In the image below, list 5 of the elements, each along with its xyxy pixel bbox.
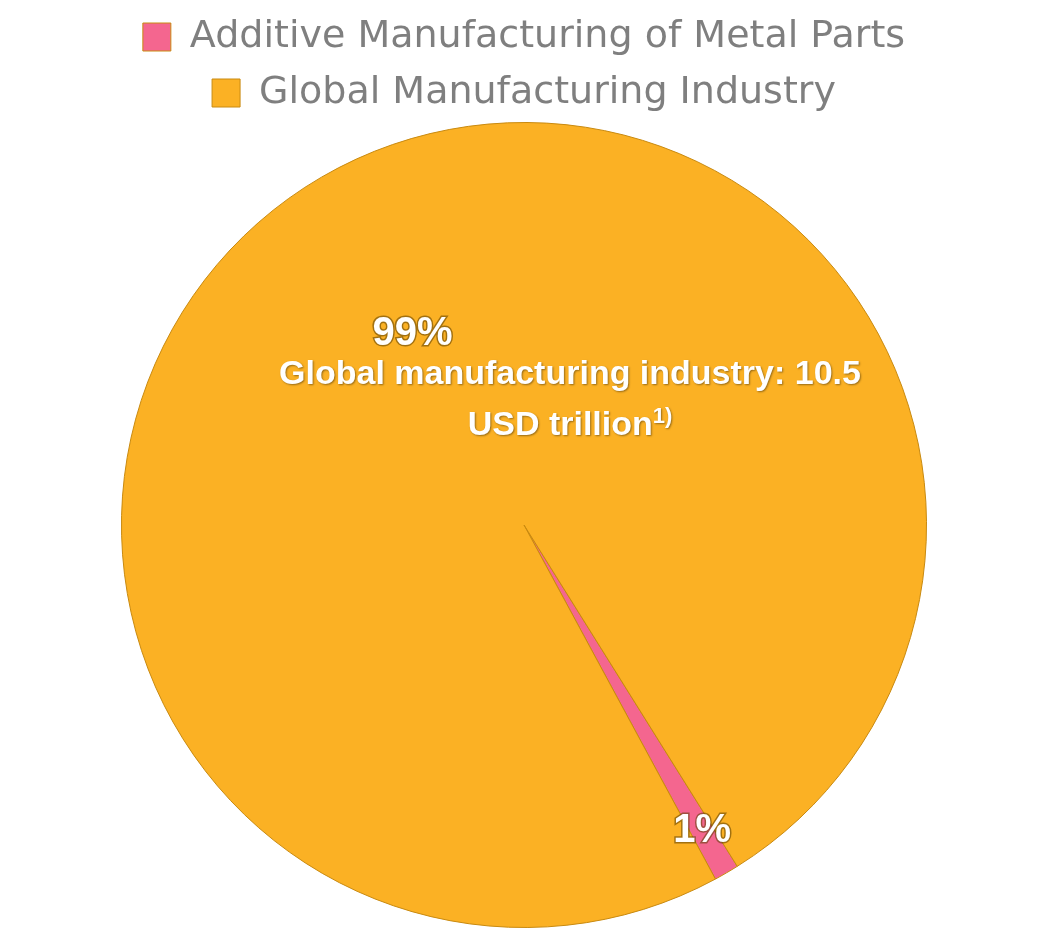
- data-label: 99%: [372, 308, 453, 353]
- legend-label: Global Manufacturing Industry: [259, 67, 836, 112]
- legend-label: Additive Manufacturing of Metal Parts: [189, 11, 906, 56]
- data-label: 1%: [673, 806, 732, 851]
- text: Global manufacturing industry: 10.5 USD trillion$^{1)}$: [279, 353, 861, 443]
